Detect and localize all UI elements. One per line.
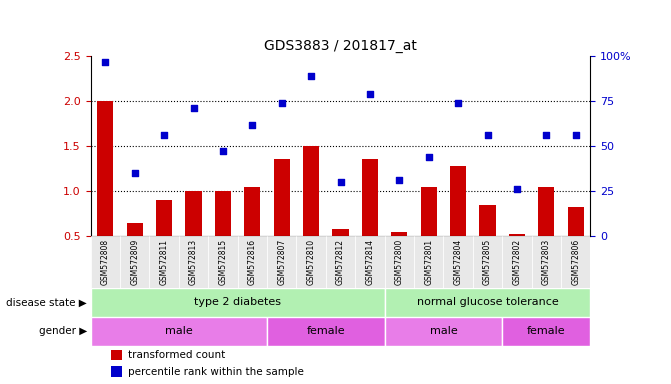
Point	[570, 132, 581, 138]
Bar	[238, 236, 267, 288]
Bar	[568, 207, 584, 236]
Bar	[332, 229, 349, 236]
Text: GSM572816: GSM572816	[248, 239, 257, 285]
Text: GSM572802: GSM572802	[513, 239, 521, 285]
Point	[130, 170, 140, 176]
Point	[394, 177, 405, 183]
Point	[511, 186, 522, 192]
Bar	[355, 236, 384, 288]
Text: GSM572803: GSM572803	[542, 239, 551, 285]
Bar	[326, 236, 355, 288]
Bar	[531, 236, 561, 288]
Bar	[91, 236, 120, 288]
Text: GSM572813: GSM572813	[189, 239, 198, 285]
Text: GSM572805: GSM572805	[483, 239, 492, 285]
Bar	[450, 166, 466, 236]
Bar	[215, 191, 231, 236]
Bar	[244, 187, 260, 236]
Point	[364, 91, 375, 97]
Bar	[178, 236, 208, 288]
Bar	[120, 236, 150, 288]
Bar	[185, 191, 201, 236]
Bar	[561, 236, 590, 288]
Point	[453, 99, 464, 106]
Bar	[97, 101, 113, 236]
Text: percentile rank within the sample: percentile rank within the sample	[128, 366, 304, 377]
Bar	[384, 317, 503, 346]
Text: GSM572807: GSM572807	[277, 239, 287, 285]
Text: female: female	[527, 326, 566, 336]
Text: GSM572810: GSM572810	[307, 239, 315, 285]
Text: GSM572806: GSM572806	[571, 239, 580, 285]
Bar	[384, 288, 590, 317]
Bar	[208, 236, 238, 288]
Bar	[111, 366, 121, 377]
Bar	[421, 187, 437, 236]
Text: GSM572801: GSM572801	[424, 239, 433, 285]
Bar	[267, 317, 384, 346]
Text: GSM572804: GSM572804	[454, 239, 463, 285]
Bar	[414, 236, 444, 288]
Point	[100, 59, 111, 65]
Bar	[509, 234, 525, 236]
Point	[217, 148, 228, 154]
Bar	[391, 232, 407, 236]
Bar	[156, 200, 172, 236]
Text: GSM572815: GSM572815	[218, 239, 227, 285]
Point	[306, 73, 317, 79]
Bar	[503, 317, 590, 346]
Text: female: female	[307, 326, 345, 336]
Point	[188, 105, 199, 111]
Bar	[384, 236, 414, 288]
Text: GSM572814: GSM572814	[366, 239, 374, 285]
Text: disease state ▶: disease state ▶	[7, 297, 87, 308]
Text: male: male	[165, 326, 193, 336]
Text: GSM572809: GSM572809	[130, 239, 139, 285]
Point	[276, 99, 287, 106]
Point	[541, 132, 552, 138]
Text: GSM572800: GSM572800	[395, 239, 404, 285]
Bar	[538, 187, 554, 236]
Bar	[91, 288, 384, 317]
Point	[159, 132, 170, 138]
Bar	[362, 159, 378, 236]
Bar	[473, 236, 503, 288]
Bar	[444, 236, 473, 288]
Text: GSM572812: GSM572812	[336, 239, 345, 285]
Text: GSM572808: GSM572808	[101, 239, 110, 285]
Text: transformed count: transformed count	[128, 350, 225, 360]
Point	[335, 179, 346, 185]
Bar	[267, 236, 297, 288]
Text: type 2 diabetes: type 2 diabetes	[194, 297, 281, 308]
Bar	[150, 236, 178, 288]
Bar	[127, 223, 143, 236]
Bar	[111, 350, 121, 360]
Bar	[91, 317, 267, 346]
Text: male: male	[429, 326, 458, 336]
Bar	[503, 236, 531, 288]
Bar	[274, 159, 290, 236]
Bar	[297, 236, 326, 288]
Bar	[480, 205, 496, 236]
Point	[247, 122, 258, 128]
Bar	[303, 146, 319, 236]
Text: normal glucose tolerance: normal glucose tolerance	[417, 297, 558, 308]
Text: gender ▶: gender ▶	[39, 326, 87, 336]
Text: GSM572811: GSM572811	[160, 239, 168, 285]
Point	[423, 154, 434, 160]
Point	[482, 132, 493, 138]
Title: GDS3883 / 201817_at: GDS3883 / 201817_at	[264, 39, 417, 53]
